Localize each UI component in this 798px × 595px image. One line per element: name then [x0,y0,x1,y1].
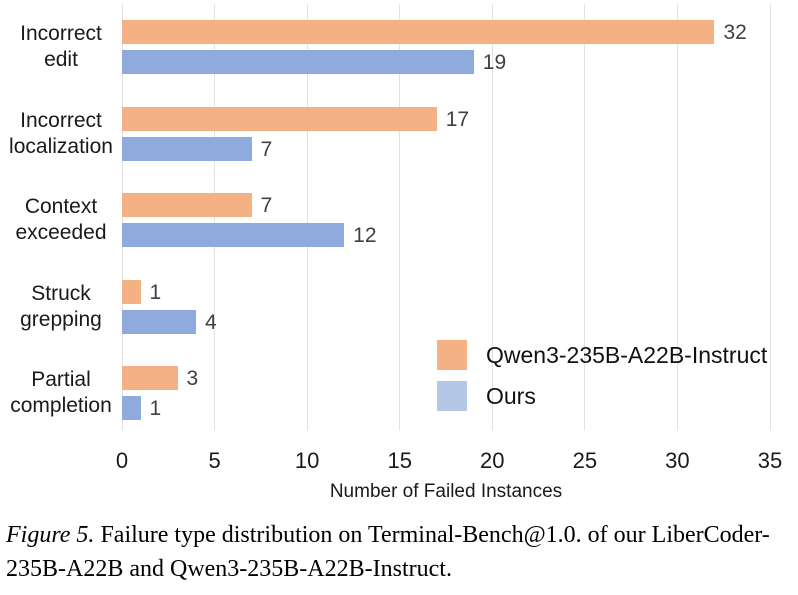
bar [122,309,197,334]
bar [122,366,178,390]
failure-type-bar-chart: 32 19 17 7 7 12 1 4 3 1 Incorrect edit Incorrect l… [9,4,783,502]
bar [122,106,437,131]
legend-swatch [437,340,467,370]
category-label: Incorrect edit [20,22,102,71]
category-label: Context exceeded [15,195,107,244]
gridline [306,4,308,430]
bar-value-label: 4 [205,310,217,334]
gridline [121,4,123,430]
caption-figure-label: Figure 5. [6,522,95,548]
figure-caption: Figure 5. Failure type distribution on T… [6,518,794,586]
gridline [584,4,586,430]
legend-entry: Ours [437,381,767,411]
gridline [214,4,216,430]
bar-value-label: 19 [482,51,507,74]
bar [122,396,141,420]
x-tick-label: 5 [208,448,221,473]
legend: Qwen3-235B-A22B-Instruct Ours [437,340,767,422]
legend-swatch [437,381,467,411]
gridline [769,4,771,430]
x-tick-label: 20 [480,448,505,473]
caption-text: Failure type distribution on Terminal-Be… [6,522,770,582]
x-tick-label: 25 [572,448,598,473]
x-tick-label: 35 [757,448,783,473]
x-axis-title: Number of Failed Instances [329,481,563,502]
x-tick-label: 10 [294,448,320,473]
x-tick-label: 30 [665,448,690,473]
bar [122,20,715,44]
gridline [676,4,678,430]
category-label: Struck grepping [20,281,102,331]
bar-value-label: 12 [353,224,377,247]
bar [122,279,141,304]
bar-value-label: 7 [260,137,273,161]
category-label: Incorrect localization [9,108,113,158]
bar [122,193,252,217]
gridline [399,4,401,430]
legend-label: Qwen3-235B-A22B-Instruct [486,341,768,368]
bar-value-label: 1 [149,280,162,304]
bar-value-label: 3 [186,367,199,390]
x-tick-label: 0 [115,448,129,473]
bar-value-label: 1 [149,397,162,420]
bar [122,50,474,74]
plot-area [121,4,771,430]
bar [122,223,345,247]
bar-value-label: 17 [445,107,470,131]
legend-entry: Qwen3-235B-A22B-Instruct [437,340,767,370]
gridline [491,4,493,430]
category-label: Partial completion [10,368,112,417]
bar-value-label: 7 [260,194,273,217]
bar [122,136,252,161]
legend-label: Ours [486,382,536,409]
x-tick-label: 15 [387,448,412,473]
bar-value-label: 32 [723,21,747,44]
